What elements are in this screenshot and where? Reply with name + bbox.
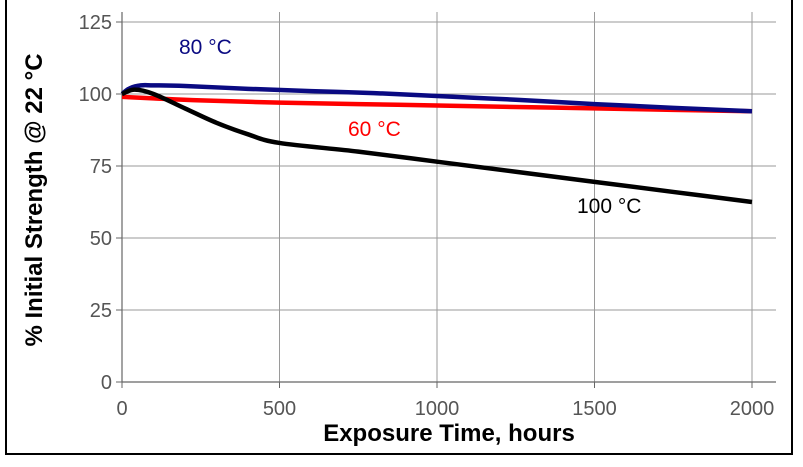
series-line-60-c bbox=[121, 94, 753, 114]
y-tick-label: 100 bbox=[79, 84, 112, 106]
grid-lines bbox=[121, 12, 776, 383]
x-tick-label: 2000 bbox=[730, 398, 775, 420]
y-tick-label: 125 bbox=[79, 12, 112, 34]
x-tick-label: 1000 bbox=[415, 398, 460, 420]
y-tick-label: 50 bbox=[90, 228, 112, 250]
series-label-60c: 60 °C bbox=[348, 118, 401, 141]
y-tick-label: 25 bbox=[90, 300, 112, 322]
x-axis-title: Exposure Time, hours bbox=[323, 420, 575, 447]
x-tick-label: 500 bbox=[263, 398, 296, 420]
y-tick-labels: 0 25 50 75 100 125 bbox=[79, 12, 112, 394]
series-lines bbox=[120, 82, 753, 205]
x-tick-label: 1500 bbox=[572, 398, 617, 420]
y-tick-label: 0 bbox=[101, 372, 112, 394]
x-tick-label: 0 bbox=[116, 398, 127, 420]
axes bbox=[116, 12, 776, 388]
x-tick-labels: 0 500 1000 1500 2000 bbox=[116, 398, 774, 420]
series-line-100-c bbox=[121, 87, 753, 205]
series-label-80c: 80 °C bbox=[179, 36, 232, 59]
chart-frame bbox=[5, 0, 793, 455]
series-label-100c: 100 °C bbox=[577, 195, 641, 218]
y-tick-label: 75 bbox=[90, 156, 112, 178]
y-axis-title: % Initial Strength @ 22 °C bbox=[21, 53, 48, 346]
series-line-80-c bbox=[120, 82, 753, 114]
